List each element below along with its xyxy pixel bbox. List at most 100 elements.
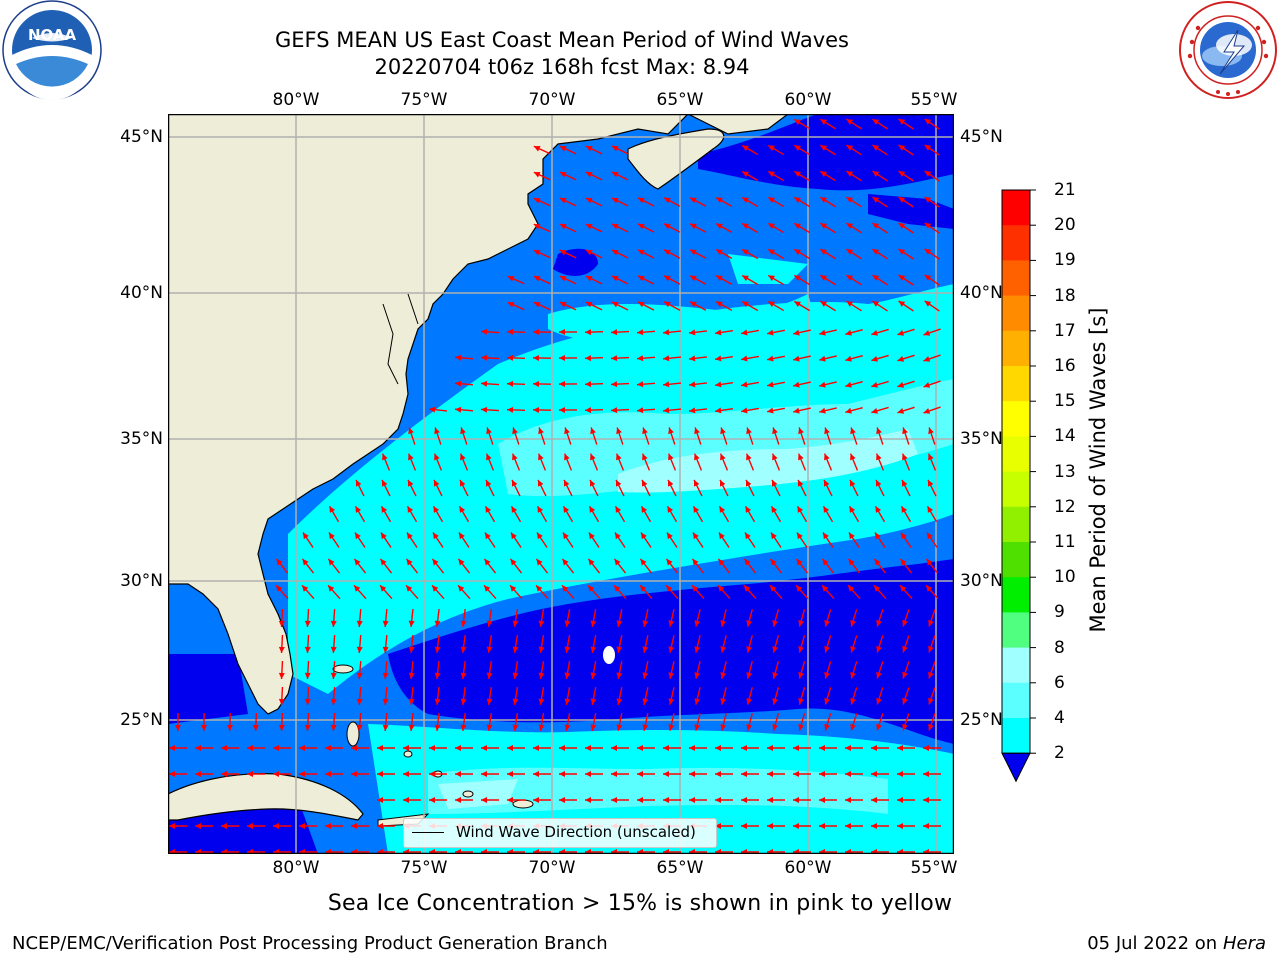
wind-wave-arrow-head xyxy=(408,453,414,461)
wind-wave-arrow-head xyxy=(585,275,593,282)
wind-wave-arrow-head xyxy=(794,223,801,230)
wind-wave-arrow-head xyxy=(871,797,877,803)
wind-wave-arrow-head xyxy=(616,646,623,653)
wind-wave-arrow-head xyxy=(408,724,415,731)
y-tick-left: 30°N xyxy=(120,571,163,591)
wind-wave-arrow-head xyxy=(585,329,592,336)
colorbar-tick-label: 11 xyxy=(1054,532,1076,552)
colorbar-tick-label: 15 xyxy=(1054,391,1076,412)
wind-wave-arrow-head xyxy=(900,532,907,540)
wind-wave-arrow-head xyxy=(304,724,311,731)
wind-wave-arrow-head xyxy=(694,698,701,705)
wind-wave-arrow-head xyxy=(926,585,933,592)
wind-wave-arrow-head xyxy=(382,453,388,461)
wind-wave-arrow-head xyxy=(356,646,363,653)
wind-wave-arrow-head xyxy=(564,672,571,679)
wind-wave-arrow-head xyxy=(536,558,543,566)
wind-wave-arrow-head xyxy=(798,427,804,435)
wind-wave-arrow-head xyxy=(768,249,775,256)
wind-wave-arrow-head xyxy=(351,745,357,751)
wind-wave-arrow-head xyxy=(273,745,279,751)
colorbar-label: Mean Period of Wind Waves [s] xyxy=(1086,307,1110,633)
wind-wave-arrow-head xyxy=(458,532,465,540)
wind-wave-arrow-head xyxy=(455,354,462,361)
wind-wave-arrow-head xyxy=(588,532,595,540)
wind-wave-arrow-head xyxy=(486,620,493,627)
wind-wave-arrow-head xyxy=(559,302,567,308)
wind-wave-arrow-head xyxy=(850,723,856,731)
wind-wave-arrow-head xyxy=(820,145,828,151)
wind-wave-arrow-head xyxy=(663,329,670,336)
y-tick-right: 40°N xyxy=(960,283,1003,303)
wind-wave-arrow-head xyxy=(432,558,439,566)
wind-wave-arrow-head xyxy=(637,249,645,256)
wind-wave-arrow-head xyxy=(796,532,803,540)
wind-wave-arrow-head xyxy=(512,724,519,731)
wind-wave-arrow-head xyxy=(848,558,855,566)
wind-wave-arrow-head xyxy=(872,301,880,307)
wind-wave-arrow-head xyxy=(278,620,285,627)
wind-wave-arrow-head xyxy=(381,479,388,487)
wind-wave-arrow-head xyxy=(325,745,331,751)
wind-wave-arrow-head xyxy=(668,646,675,653)
wind-wave-arrow-head xyxy=(846,119,854,125)
wind-wave-arrow-head xyxy=(897,330,905,336)
wind-wave-arrow-head xyxy=(406,585,413,592)
wind-wave-arrow-head xyxy=(924,118,932,125)
wind-wave-arrow-head xyxy=(637,197,645,204)
colorbar-tick-label: 16 xyxy=(1054,356,1076,376)
wind-wave-arrow-head xyxy=(507,354,514,361)
colorbar-tick-label: 10 xyxy=(1054,567,1076,588)
wind-wave-arrow-head xyxy=(666,558,673,566)
wind-wave-arrow-head xyxy=(590,646,597,653)
chart-title: GEFS MEAN US East Coast Mean Period of W… xyxy=(275,28,849,52)
wind-wave-arrow-head xyxy=(588,585,595,592)
wind-wave-arrow-head xyxy=(746,672,753,679)
wind-wave-arrow-head xyxy=(715,771,721,777)
wind-wave-arrow-head xyxy=(716,275,723,282)
wind-wave-arrow-head xyxy=(481,380,488,387)
wind-wave-arrow-head xyxy=(484,532,491,540)
footer-date-text: 05 Jul 2022 on xyxy=(1087,933,1223,954)
wind-wave-arrow-head xyxy=(898,274,906,281)
wind-wave-arrow-head xyxy=(536,585,543,592)
colorbar-tick-label: 20 xyxy=(1054,215,1076,236)
wind-wave-arrow-head xyxy=(820,171,828,177)
wind-wave-arrow-head xyxy=(533,224,541,230)
wind-wave-arrow-head xyxy=(538,453,544,461)
wind-wave-arrow-head xyxy=(845,329,852,336)
wind-wave-arrow-head xyxy=(923,771,929,777)
wind-wave-arrow-head xyxy=(588,558,595,566)
wind-wave-arrow-head xyxy=(328,558,335,566)
wind-wave-arrow-head xyxy=(637,771,643,777)
wind-wave-arrow-head xyxy=(564,698,571,705)
wind-wave-arrow-head xyxy=(407,506,414,513)
wind-wave-arrow-head xyxy=(720,698,727,705)
map-panel xyxy=(168,114,954,854)
wind-wave-arrow-head xyxy=(328,532,335,540)
wind-wave-arrow-head xyxy=(715,797,721,803)
wind-wave-arrow-head xyxy=(640,558,647,566)
wind-wave-arrow-head xyxy=(824,646,831,653)
wind-wave-arrow-head xyxy=(768,145,775,152)
colorbar-segment xyxy=(1002,190,1030,226)
wind-wave-arrow-head xyxy=(694,724,701,731)
wind-wave-arrow-head xyxy=(871,407,878,414)
wind-wave-arrow-head xyxy=(221,823,227,829)
wind-wave-arrow-head xyxy=(719,506,726,513)
wind-wave-arrow-head xyxy=(559,329,566,336)
wind-wave-arrow-head xyxy=(742,249,749,256)
wind-wave-arrow-head xyxy=(637,355,644,362)
wind-wave-arrow-head xyxy=(406,558,413,566)
wind-wave-arrow-head xyxy=(356,724,363,731)
colorbar-tick-label: 4 xyxy=(1054,708,1065,728)
wind-wave-arrow-head xyxy=(770,558,777,566)
period-band-8-9 xyxy=(618,429,918,493)
wind-wave-arrow-head xyxy=(819,823,825,829)
wind-wave-arrow-head xyxy=(408,620,415,627)
wind-wave-arrow-head xyxy=(794,145,801,152)
wind-wave-arrow-head xyxy=(668,698,675,705)
wind-wave-arrow-head xyxy=(876,723,882,731)
wind-wave-arrow-head xyxy=(668,453,674,461)
wind-wave-arrow-head xyxy=(746,698,753,705)
